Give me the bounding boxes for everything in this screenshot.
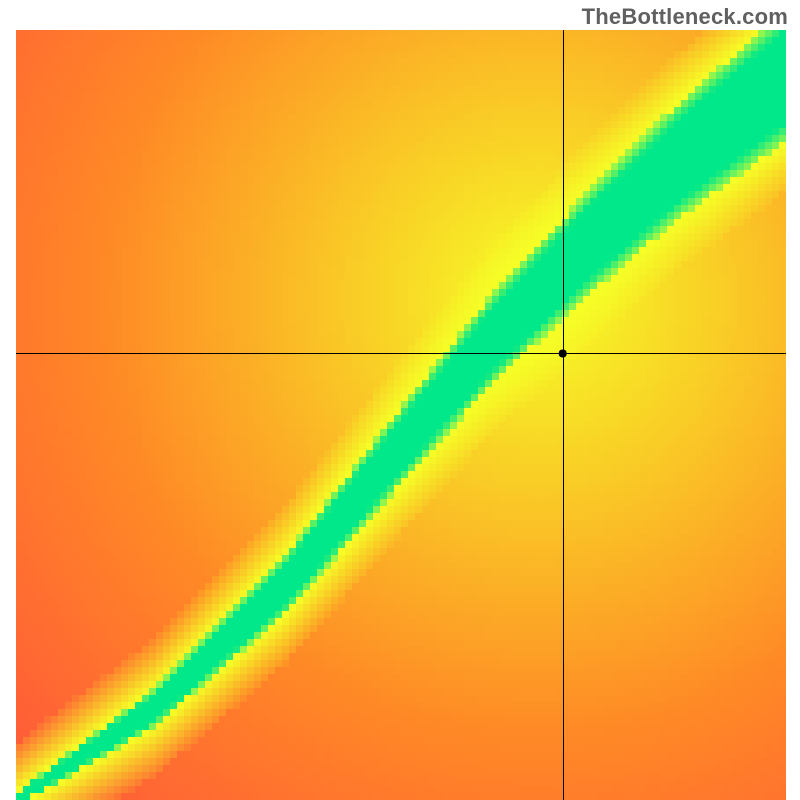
watermark-text: TheBottleneck.com (582, 4, 788, 30)
chart-container: TheBottleneck.com (0, 0, 800, 800)
bottleneck-heatmap (16, 30, 786, 800)
